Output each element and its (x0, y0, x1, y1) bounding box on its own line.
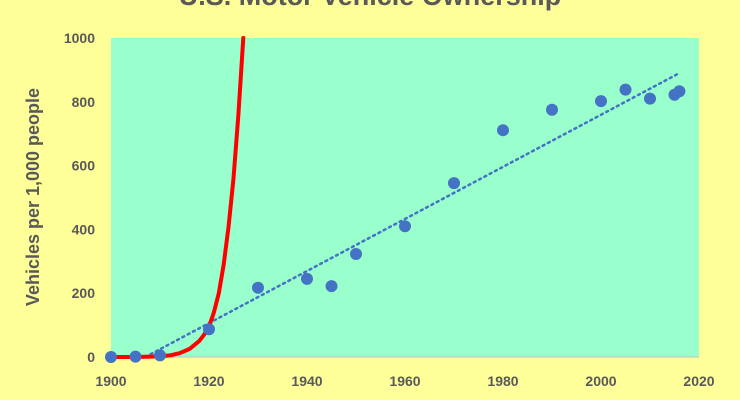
y-tick-label: 1000 (64, 30, 95, 46)
y-axis-title: Vehicles per 1,000 people (23, 88, 43, 306)
data-point (399, 220, 411, 233)
data-point (448, 177, 460, 190)
x-tick-label: 1900 (95, 373, 126, 389)
data-point (105, 351, 117, 363)
y-tick-label: 400 (72, 221, 96, 237)
data-point (203, 323, 215, 336)
data-point (497, 124, 509, 137)
x-tick-label: 2000 (585, 373, 616, 389)
y-tick-labels: 0 200 400 600 800 1000 (64, 30, 95, 365)
data-point (619, 83, 632, 96)
data-point (350, 247, 362, 260)
x-tick-label: 1920 (193, 373, 224, 389)
x-tick-labels: 1900 1920 1940 1960 1980 2000 2020 (95, 373, 714, 389)
y-tick-label: 600 (72, 158, 96, 174)
data-point (325, 280, 338, 293)
x-tick-label: 1960 (389, 373, 420, 389)
data-point (595, 95, 607, 108)
data-point (154, 349, 166, 362)
x-tick-label: 1980 (487, 373, 518, 389)
y-tick-label: 200 (72, 285, 96, 301)
data-point (301, 272, 313, 285)
x-tick-label: 2020 (683, 373, 714, 389)
data-point (546, 103, 558, 116)
data-points (105, 83, 686, 363)
y-tick-label: 800 (72, 94, 96, 110)
data-point (129, 350, 142, 363)
linear-trend-line (144, 71, 681, 359)
chart-title: U.S. Motor Vehicle Ownership (179, 0, 562, 11)
data-point (252, 281, 264, 294)
x-tick-label: 1940 (291, 373, 322, 389)
plot-area (111, 38, 699, 357)
data-point (673, 85, 686, 98)
data-point (644, 92, 656, 105)
y-tick-label: 0 (87, 349, 95, 365)
